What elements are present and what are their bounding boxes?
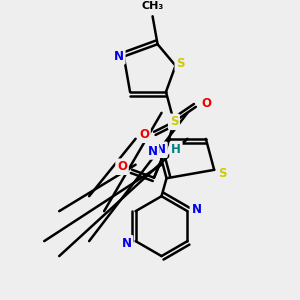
Text: N: N [191, 203, 201, 216]
Text: N: N [156, 143, 166, 156]
Text: S: S [170, 115, 178, 128]
Text: N: N [122, 237, 132, 250]
Text: N: N [147, 145, 158, 158]
Text: O: O [201, 98, 211, 110]
Text: O: O [139, 128, 149, 141]
Text: S: S [218, 167, 226, 180]
Text: O: O [117, 160, 127, 173]
Text: H: H [171, 143, 181, 156]
Text: S: S [176, 57, 185, 70]
Text: N: N [114, 50, 124, 63]
Text: CH₃: CH₃ [141, 1, 164, 11]
